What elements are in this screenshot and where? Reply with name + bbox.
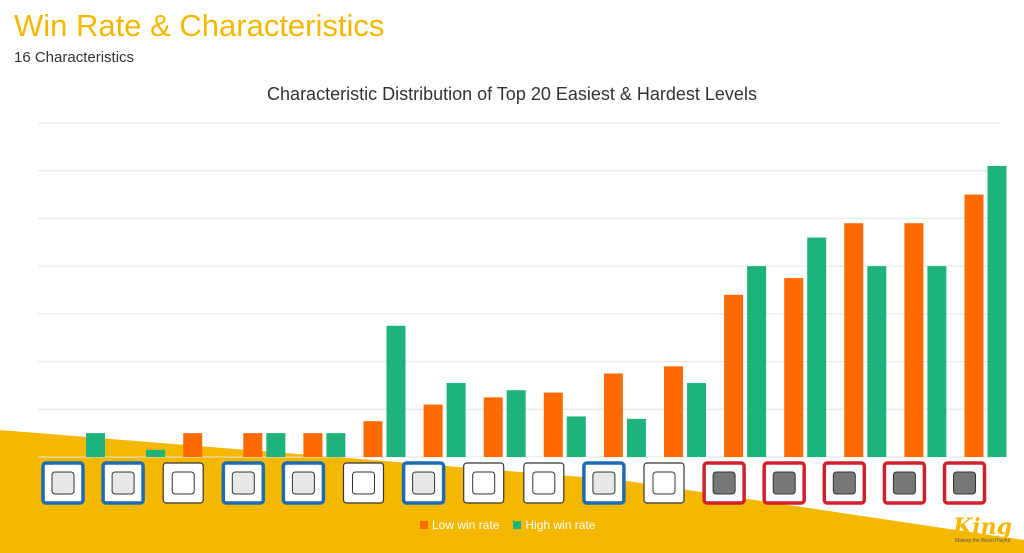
bar-high-win-rate xyxy=(566,416,586,457)
bar-low-win-rate xyxy=(664,366,683,457)
bar-low-win-rate xyxy=(543,392,563,457)
bar-low-win-rate xyxy=(243,433,263,457)
stone-block-icon xyxy=(51,471,75,495)
legend-label-high: High win rate xyxy=(525,518,596,532)
color-bomb-icon xyxy=(231,471,255,495)
bar-high-win-rate xyxy=(747,266,767,457)
grey-block-icon xyxy=(832,471,856,495)
bar-low-win-rate xyxy=(483,397,503,457)
bar-high-win-rate xyxy=(807,237,827,457)
bar-high-win-rate xyxy=(987,165,1007,457)
bar-low-win-rate xyxy=(603,373,623,457)
bar-high-win-rate xyxy=(326,433,346,457)
logo-mark: King xyxy=(953,514,1012,540)
legend-label-low: Low win rate xyxy=(432,518,500,532)
bar-low-win-rate xyxy=(964,194,984,458)
bar-low-win-rate xyxy=(423,404,443,457)
bar-low-win-rate xyxy=(303,433,323,457)
legend-item-low: Low win rate xyxy=(420,518,499,532)
portal-icon xyxy=(532,471,556,495)
striped-tile-icon xyxy=(592,471,616,495)
bar-high-win-rate xyxy=(927,266,947,457)
logo-tagline: Making the World Playful xyxy=(954,538,1011,544)
bar-high-win-rate xyxy=(446,383,466,457)
bar-high-win-rate xyxy=(266,433,286,457)
bar-high-win-rate xyxy=(86,433,105,457)
bar-low-win-rate xyxy=(904,223,924,457)
bar-high-win-rate xyxy=(687,383,706,457)
lock-icon xyxy=(412,471,436,495)
wrapped-candy-icon xyxy=(291,471,315,495)
slide-subtitle: 16 Characteristics xyxy=(14,49,135,66)
slide-title: Win Rate & Characteristics xyxy=(14,8,385,43)
candy-cane-icon xyxy=(892,471,916,495)
yellow-swoosh xyxy=(0,430,1024,553)
bar-high-win-rate xyxy=(506,390,526,457)
multilayer-block-icon xyxy=(712,471,736,495)
bar-low-win-rate xyxy=(183,433,203,457)
king-logo: King Making the World Playful xyxy=(953,516,1012,544)
conveyor-icon xyxy=(352,471,375,495)
riveted-block-icon xyxy=(772,471,796,495)
legend-item-high: High win rate xyxy=(513,518,595,532)
chart-legend: Low win rate High win rate xyxy=(420,518,595,532)
bar-low-win-rate xyxy=(844,223,864,457)
star-burst-icon xyxy=(953,471,976,495)
bar-high-win-rate xyxy=(867,266,887,457)
orange-candy-dispenser-icon xyxy=(111,471,135,495)
dotted-tile-icon xyxy=(171,471,195,495)
bar-low-win-rate xyxy=(724,294,744,457)
bar-high-win-rate xyxy=(386,325,406,457)
legend-swatch-low xyxy=(420,521,428,529)
cracked-tile-icon xyxy=(472,471,496,495)
chart-title: Characteristic Distribution of Top 20 Ea… xyxy=(267,84,757,104)
bar-high-win-rate xyxy=(146,449,166,457)
layered-frame-icon xyxy=(652,471,676,495)
bar-low-win-rate xyxy=(784,278,804,457)
legend-swatch-high xyxy=(513,521,522,529)
bar-high-win-rate xyxy=(626,418,646,457)
bar-low-win-rate xyxy=(363,421,383,457)
